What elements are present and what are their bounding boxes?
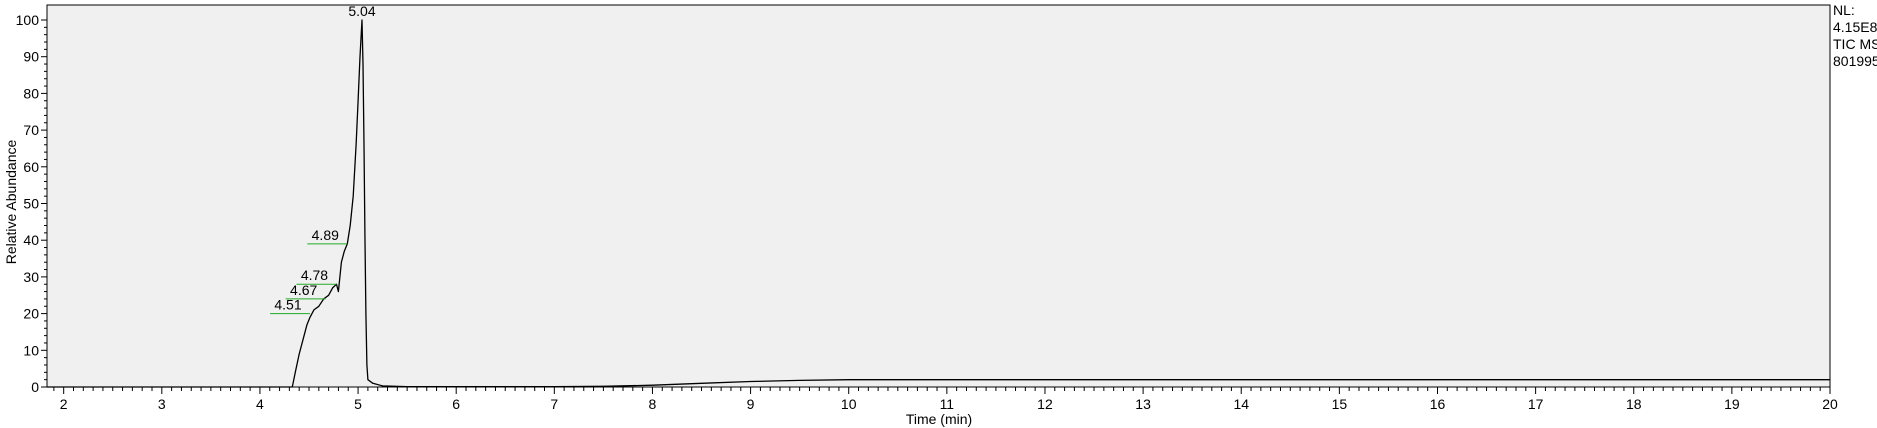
y-tick-label: 0 [31, 379, 39, 395]
plot-background [46, 4, 1831, 388]
y-axis: 0 10 20 30 40 50 60 70 80 90 100 [16, 12, 47, 395]
x-axis: 2 3 4 5 6 7 8 9 10 11 12 13 14 15 16 17 18 19 20 [53, 387, 1838, 412]
y-tick-label: 30 [23, 269, 39, 285]
y-tick-label: 10 [23, 342, 39, 358]
y-tick-label: 80 [23, 85, 39, 101]
info-line: 4.15E8 [1833, 19, 1877, 35]
y-tick-label: 70 [23, 122, 39, 138]
info-line: NL: [1833, 2, 1855, 18]
x-tick-label: 17 [1528, 396, 1544, 412]
x-tick-label: 3 [158, 396, 166, 412]
x-tick-label: 12 [1037, 396, 1053, 412]
x-tick-label: 8 [649, 396, 657, 412]
series-line [47, 19, 1830, 388]
peak-label: 4.51 [274, 297, 301, 313]
x-tick-label: 5 [354, 396, 362, 412]
y-tick-label: 50 [23, 196, 39, 212]
x-tick-label: 2 [60, 396, 68, 412]
x-tick-label: 6 [452, 396, 460, 412]
x-tick-label: 20 [1822, 396, 1838, 412]
x-tick-label: 19 [1724, 396, 1740, 412]
x-tick-label: 7 [550, 396, 558, 412]
peak-label: 4.67 [290, 282, 317, 298]
y-tick-label: 40 [23, 232, 39, 248]
y-tick-label: 60 [23, 159, 39, 175]
y-tick-label: 20 [23, 306, 39, 322]
series-layer [47, 19, 1830, 388]
peak-label: 4.89 [312, 227, 339, 243]
y-tick-label: 90 [23, 49, 39, 65]
peak-label: 4.78 [301, 267, 328, 283]
y-tick-label: 100 [16, 12, 40, 28]
x-tick-label: 18 [1626, 396, 1642, 412]
y-axis-title: Relative Abundance [3, 140, 19, 265]
x-tick-label: 4 [256, 396, 264, 412]
x-tick-label: 11 [940, 396, 955, 412]
x-tick-label: 14 [1233, 396, 1249, 412]
x-tick-label: 9 [747, 396, 755, 412]
x-tick-label: 13 [1135, 396, 1151, 412]
peak-label: 5.04 [348, 3, 375, 19]
info-line: 801995 [1833, 53, 1877, 69]
x-tick-label: 16 [1430, 396, 1446, 412]
x-tick-label: 10 [841, 396, 857, 412]
info-line: TIC MS [1833, 36, 1877, 52]
x-axis-title: Time (min) [906, 411, 972, 427]
peak-annotations: 5.04 4.89 4.784.674.51 [269, 3, 376, 315]
x-tick-label: 15 [1332, 396, 1348, 412]
